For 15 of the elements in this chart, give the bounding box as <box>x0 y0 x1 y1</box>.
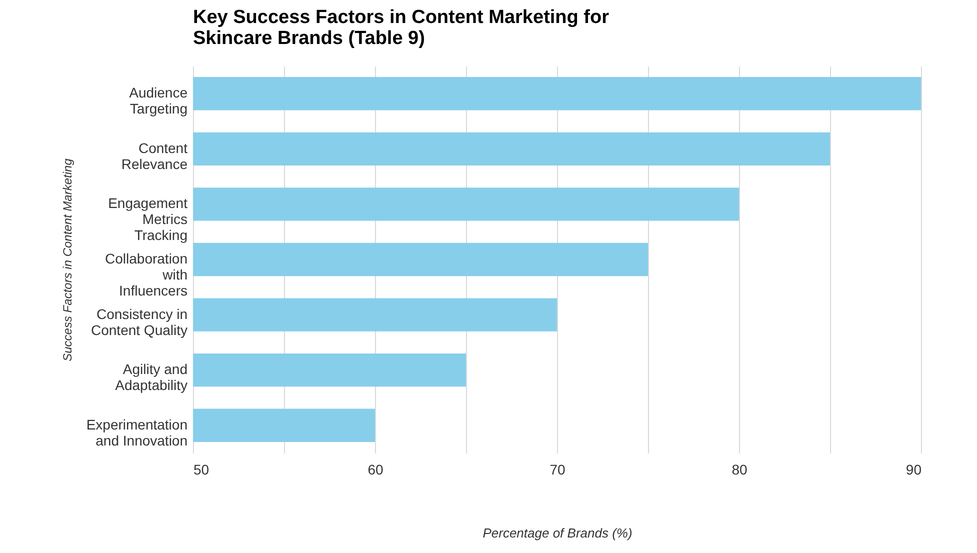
y-tick-label: Experimentation and Innovation <box>86 416 188 448</box>
x-tick-label: 60 <box>368 462 384 478</box>
x-tick-label: 80 <box>732 462 748 478</box>
x-tick-label: 90 <box>906 462 922 478</box>
y-axis-title: Success Factors in Content Marketing <box>60 158 74 362</box>
y-tick-label: Collaboration with Influencers <box>105 250 188 298</box>
y-tick-label: Agility and Adaptability <box>115 361 188 394</box>
x-tick-label: 50 <box>194 462 210 478</box>
y-tick-label: Audience Targeting <box>129 84 188 117</box>
chart-title: Key Success Factors in Content Marketing for Skincare Brands (Table 9) <box>193 7 610 49</box>
y-tick-label: Consistency in Content Quality <box>91 306 188 338</box>
x-axis-title: Percentage of Brands (%) <box>482 526 632 540</box>
y-tick-label: Content Relevance <box>121 140 188 172</box>
y-tick-label: Engagement Metrics Tracking <box>108 195 188 244</box>
x-tick-label: 70 <box>550 462 566 478</box>
